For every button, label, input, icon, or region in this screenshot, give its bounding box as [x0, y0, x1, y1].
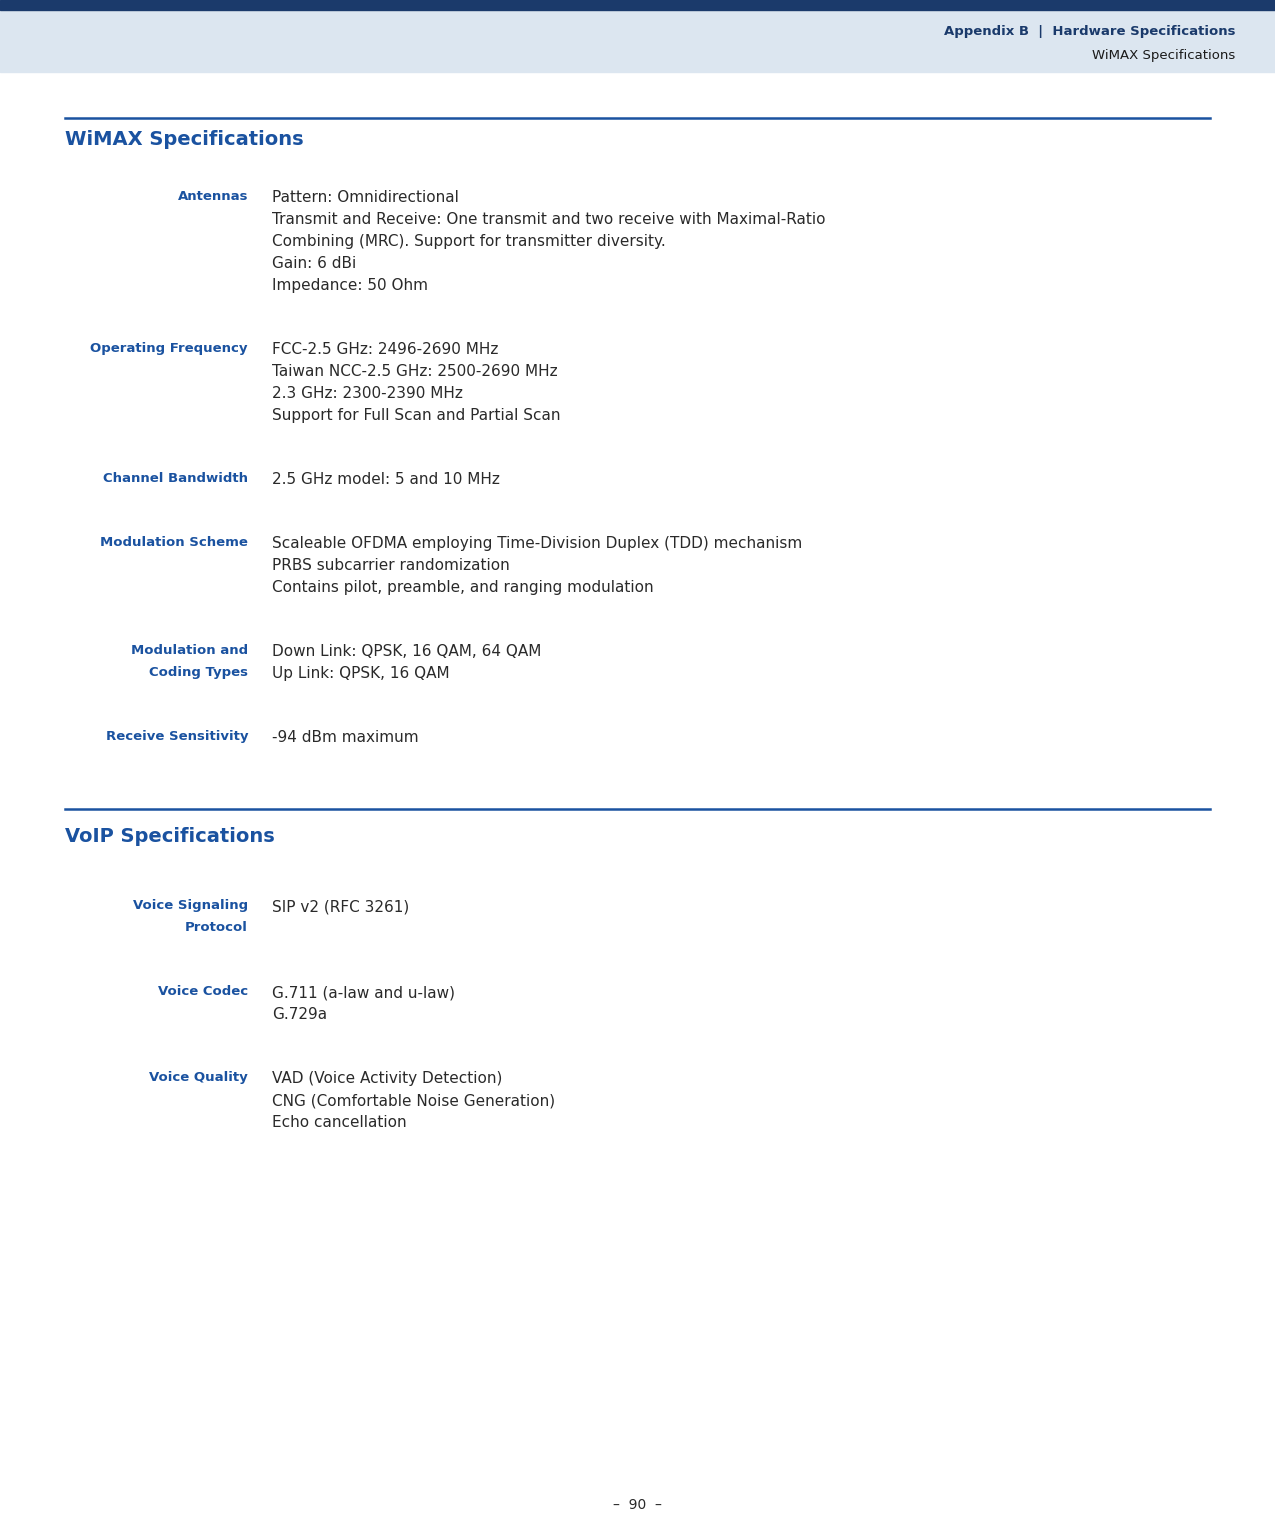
Text: Taiwan NCC-2.5 GHz: 2500-2690 MHz: Taiwan NCC-2.5 GHz: 2500-2690 MHz [272, 365, 557, 378]
Text: Channel Bandwidth: Channel Bandwidth [103, 472, 249, 486]
Text: Protocol: Protocol [185, 921, 249, 935]
Text: Echo cancellation: Echo cancellation [272, 1115, 407, 1131]
Text: Appendix B  |  Hardware Specifications: Appendix B | Hardware Specifications [944, 26, 1235, 38]
Text: G.711 (a-law and u-law): G.711 (a-law and u-law) [272, 985, 455, 1000]
Text: Operating Frequency: Operating Frequency [91, 342, 249, 355]
Text: FCC-2.5 GHz: 2496-2690 MHz: FCC-2.5 GHz: 2496-2690 MHz [272, 342, 499, 357]
Text: Transmit and Receive: One transmit and two receive with Maximal-Ratio: Transmit and Receive: One transmit and t… [272, 211, 825, 227]
Text: Support for Full Scan and Partial Scan: Support for Full Scan and Partial Scan [272, 408, 561, 423]
Text: Antennas: Antennas [177, 190, 249, 204]
Text: VAD (Voice Activity Detection): VAD (Voice Activity Detection) [272, 1071, 502, 1086]
Text: Pattern: Omnidirectional: Pattern: Omnidirectional [272, 190, 459, 205]
Text: Down Link: QPSK, 16 QAM, 64 QAM: Down Link: QPSK, 16 QAM, 64 QAM [272, 643, 542, 659]
Text: Voice Quality: Voice Quality [149, 1071, 249, 1085]
Text: Voice Signaling: Voice Signaling [133, 899, 249, 912]
Text: Coding Types: Coding Types [149, 666, 249, 679]
Text: -94 dBm maximum: -94 dBm maximum [272, 731, 418, 745]
Text: Gain: 6 dBi: Gain: 6 dBi [272, 256, 356, 271]
Text: CNG (Comfortable Noise Generation): CNG (Comfortable Noise Generation) [272, 1092, 555, 1108]
Text: Combining (MRC). Support for transmitter diversity.: Combining (MRC). Support for transmitter… [272, 234, 666, 250]
Text: PRBS subcarrier randomization: PRBS subcarrier randomization [272, 558, 510, 573]
Text: 2.5 GHz model: 5 and 10 MHz: 2.5 GHz model: 5 and 10 MHz [272, 472, 500, 487]
Text: SIP v2 (RFC 3261): SIP v2 (RFC 3261) [272, 899, 409, 915]
Text: –  90  –: – 90 – [612, 1498, 662, 1512]
Text: Up Link: QPSK, 16 QAM: Up Link: QPSK, 16 QAM [272, 666, 450, 682]
Text: Voice Codec: Voice Codec [158, 985, 249, 997]
Text: Modulation Scheme: Modulation Scheme [101, 536, 249, 548]
Text: G.729a: G.729a [272, 1007, 328, 1022]
Bar [0, 0, 1275, 11]
Text: VoIP Specifications: VoIP Specifications [65, 827, 274, 846]
Text: Impedance: 50 Ohm: Impedance: 50 Ohm [272, 277, 428, 293]
Text: 2.3 GHz: 2300-2390 MHz: 2.3 GHz: 2300-2390 MHz [272, 386, 463, 401]
Text: Scaleable OFDMA employing Time-Division Duplex (TDD) mechanism: Scaleable OFDMA employing Time-Division … [272, 536, 802, 552]
Text: Receive Sensitivity: Receive Sensitivity [106, 731, 249, 743]
Text: Modulation and: Modulation and [131, 643, 249, 657]
Text: WiMAX Specifications: WiMAX Specifications [1091, 49, 1235, 61]
Text: Contains pilot, preamble, and ranging modulation: Contains pilot, preamble, and ranging mo… [272, 581, 654, 594]
Text: WiMAX Specifications: WiMAX Specifications [65, 130, 303, 149]
Bar [0, 11, 1275, 72]
